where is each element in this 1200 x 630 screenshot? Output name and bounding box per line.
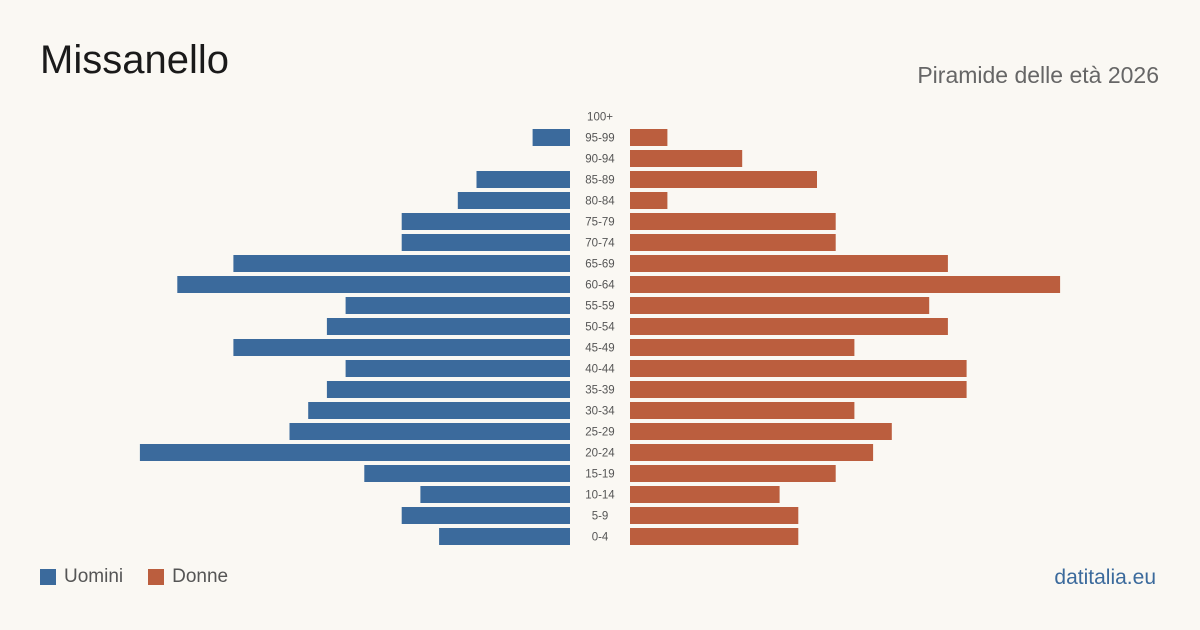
bar-men-60-64: [177, 276, 571, 293]
age-group-label: 30-34: [585, 406, 615, 418]
bar-men-75-79: [401, 213, 570, 230]
age-group-label: 60-64: [585, 280, 615, 292]
bar-women-10-14: [630, 486, 780, 503]
legend-label-men: Uomini: [64, 566, 124, 587]
bar-men-25-29: [289, 423, 570, 440]
bar-men-95-99: [532, 129, 570, 146]
bar-men-70-74: [401, 234, 570, 251]
bar-women-85-89: [630, 171, 817, 188]
legend-item-women: Donne: [148, 566, 228, 588]
bar-women-20-24: [630, 444, 874, 461]
bar-women-30-34: [630, 402, 855, 419]
age-group-label: 0-4: [592, 532, 609, 544]
bar-women-75-79: [630, 213, 836, 230]
page-title: Missanello: [40, 38, 229, 82]
bar-women-45-49: [630, 339, 855, 356]
age-group-label: 55-59: [585, 301, 614, 313]
bar-women-5-9: [630, 507, 799, 524]
legend-label-women: Donne: [172, 566, 229, 587]
bar-men-40-44: [345, 360, 570, 377]
bar-women-70-74: [630, 234, 836, 251]
age-group-label: 90-94: [585, 154, 615, 166]
age-group-label: 15-19: [585, 469, 614, 481]
bar-women-0-4: [630, 528, 799, 545]
brand-link[interactable]: datitalia.eu: [1054, 566, 1156, 589]
bar-men-0-4: [439, 528, 570, 545]
bar-women-35-39: [630, 381, 967, 398]
legend-swatch-women: [148, 569, 165, 585]
bar-women-15-19: [630, 465, 836, 482]
bar-men-35-39: [326, 381, 570, 398]
bar-men-30-34: [308, 402, 570, 419]
bar-men-10-14: [420, 486, 570, 503]
bar-men-20-24: [139, 444, 570, 461]
bar-men-55-59: [345, 297, 570, 314]
bar-women-90-94: [630, 150, 743, 167]
bar-women-25-29: [630, 423, 892, 440]
legend: Uomini Donne: [40, 566, 253, 588]
bar-women-80-84: [630, 192, 668, 209]
bar-men-15-19: [364, 465, 570, 482]
chart-subtitle: Piramide delle età 2026: [917, 62, 1159, 88]
bar-men-65-69: [233, 255, 570, 272]
age-group-label: 25-29: [585, 427, 614, 439]
bar-men-80-84: [457, 192, 570, 209]
bar-women-65-69: [630, 255, 948, 272]
age-group-label: 35-39: [585, 385, 614, 397]
age-group-label: 5-9: [592, 511, 609, 523]
age-group-label: 100+: [587, 112, 613, 124]
age-group-label: 75-79: [585, 217, 614, 229]
legend-swatch-men: [40, 569, 56, 585]
age-group-label: 10-14: [585, 490, 615, 502]
age-group-label: 50-54: [585, 322, 615, 334]
bar-women-95-99: [630, 129, 668, 146]
bar-women-60-64: [630, 276, 1061, 293]
bar-men-45-49: [233, 339, 570, 356]
bar-men-5-9: [401, 507, 570, 524]
age-group-label: 40-44: [585, 364, 615, 376]
bar-men-85-89: [476, 171, 570, 188]
bar-women-40-44: [630, 360, 967, 377]
bar-women-55-59: [630, 297, 930, 314]
legend-item-men: Uomini: [40, 566, 123, 588]
age-group-label: 85-89: [585, 175, 614, 187]
bar-men-50-54: [326, 318, 570, 335]
age-group-label: 65-69: [585, 259, 614, 271]
age-group-label: 80-84: [585, 196, 615, 208]
age-group-label: 95-99: [585, 133, 614, 145]
age-group-label: 20-24: [585, 448, 615, 460]
age-group-label: 70-74: [585, 238, 615, 250]
age-group-label: 45-49: [585, 343, 614, 355]
bar-women-50-54: [630, 318, 948, 335]
